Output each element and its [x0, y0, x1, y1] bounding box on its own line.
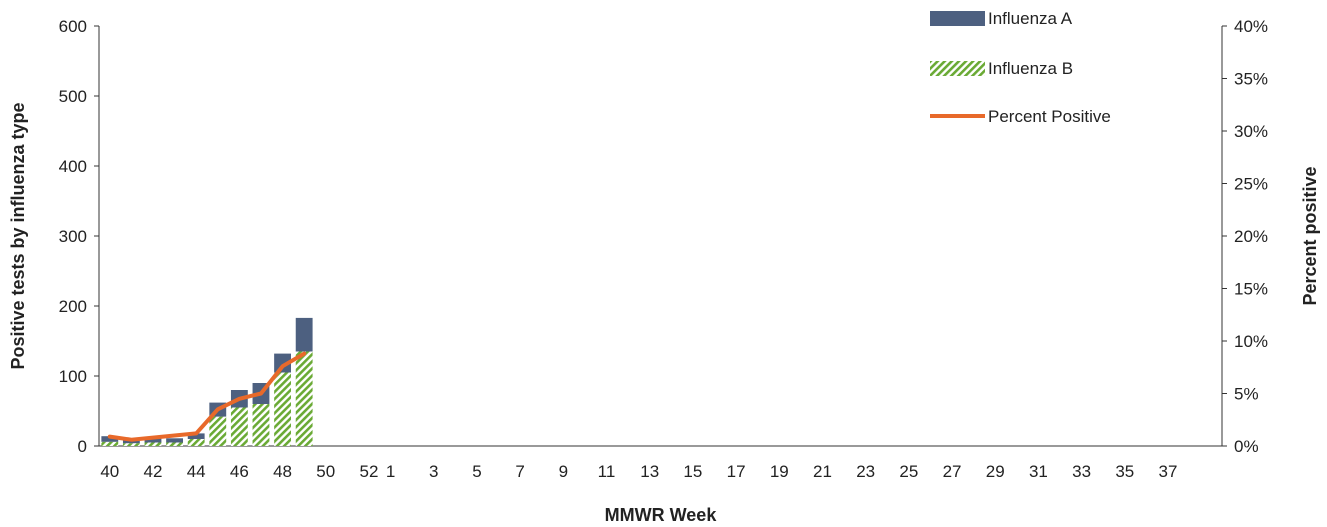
legend-swatch-influenza-a	[930, 11, 985, 26]
percent-positive-line-layer	[107, 351, 307, 442]
bar-influenza-b	[230, 407, 248, 446]
x-tick-label: 42	[144, 462, 163, 481]
y2-tick-label: 30%	[1234, 122, 1268, 141]
y-tick-label: 600	[59, 17, 87, 36]
x-tick-label: 9	[559, 462, 568, 481]
x-tick-label: 52	[359, 462, 378, 481]
bar-influenza-b	[274, 372, 291, 446]
x-tick-label: 29	[986, 462, 1005, 481]
x-tick-label: 37	[1159, 462, 1178, 481]
y2-tick-label: 20%	[1234, 227, 1268, 246]
y2-axis-title: Percent positive	[1300, 166, 1320, 305]
bar-influenza-b	[252, 404, 270, 446]
y-tick-label: 0	[78, 437, 87, 456]
bar-influenza-b	[209, 416, 227, 446]
x-tick-label: 11	[598, 462, 616, 481]
x-tick-label: 23	[856, 462, 875, 481]
x-axis-title: MMWR Week	[605, 505, 718, 525]
x-tick-label: 15	[683, 462, 702, 481]
x-tick-label: 40	[100, 462, 119, 481]
y2-tick-label: 35%	[1234, 70, 1268, 89]
y2-tick-label: 5%	[1234, 385, 1259, 404]
x-tick-label: 31	[1029, 462, 1048, 481]
x-tick-label: 27	[943, 462, 962, 481]
x-tick-label: 1	[386, 462, 395, 481]
bar-influenza-b	[101, 441, 119, 446]
y2-tick-label: 25%	[1234, 175, 1268, 194]
tick-labels: 01002003004005006000%5%10%15%20%25%30%35…	[59, 17, 1268, 481]
x-tick-label: 25	[899, 462, 918, 481]
legend: Influenza A Influenza B Percent Positive	[930, 9, 1111, 126]
y2-tick-label: 15%	[1234, 280, 1268, 299]
y-tick-label: 200	[59, 297, 87, 316]
x-tick-label: 7	[515, 462, 524, 481]
bar-influenza-b	[166, 442, 184, 446]
bar-influenza-b	[122, 443, 140, 446]
x-tick-label: 44	[187, 462, 206, 481]
x-tick-label: 21	[813, 462, 832, 481]
legend-label-influenza-b: Influenza B	[988, 59, 1073, 78]
bar-influenza-b	[144, 442, 162, 446]
x-tick-label: 50	[316, 462, 335, 481]
y2-tick-label: 10%	[1234, 332, 1268, 351]
y-tick-label: 500	[59, 87, 87, 106]
x-tick-label: 48	[273, 462, 292, 481]
x-tick-label: 17	[727, 462, 746, 481]
x-tick-label: 5	[472, 462, 481, 481]
bar-influenza-b	[187, 439, 205, 446]
x-tick-label: 35	[1115, 462, 1134, 481]
y2-tick-label: 40%	[1234, 17, 1268, 36]
bar-influenza-a	[122, 440, 140, 444]
y-tick-label: 400	[59, 157, 87, 176]
legend-label-percent-positive: Percent Positive	[988, 107, 1111, 126]
bar-influenza-a	[295, 317, 313, 352]
bar-influenza-a	[166, 438, 184, 443]
bar-influenza-a	[101, 436, 119, 442]
y-tick-label: 300	[59, 227, 87, 246]
y-tick-label: 100	[59, 367, 87, 386]
y2-tick-label: 0%	[1234, 437, 1259, 456]
x-tick-label: 46	[230, 462, 249, 481]
x-tick-label: 19	[770, 462, 789, 481]
bar-influenza-b	[295, 351, 313, 446]
x-tick-label: 3	[429, 462, 438, 481]
x-tick-label: 33	[1072, 462, 1091, 481]
bar-influenza-a	[187, 433, 205, 439]
percent-positive-line	[107, 351, 307, 442]
bar-influenza-a	[274, 353, 291, 373]
y-axis-title: Positive tests by influenza type	[8, 102, 28, 369]
legend-swatch-influenza-b	[930, 61, 985, 76]
x-tick-label: 13	[640, 462, 659, 481]
bar-influenza-a	[144, 438, 162, 443]
legend-label-influenza-a: Influenza A	[988, 9, 1073, 28]
bars	[101, 317, 313, 446]
